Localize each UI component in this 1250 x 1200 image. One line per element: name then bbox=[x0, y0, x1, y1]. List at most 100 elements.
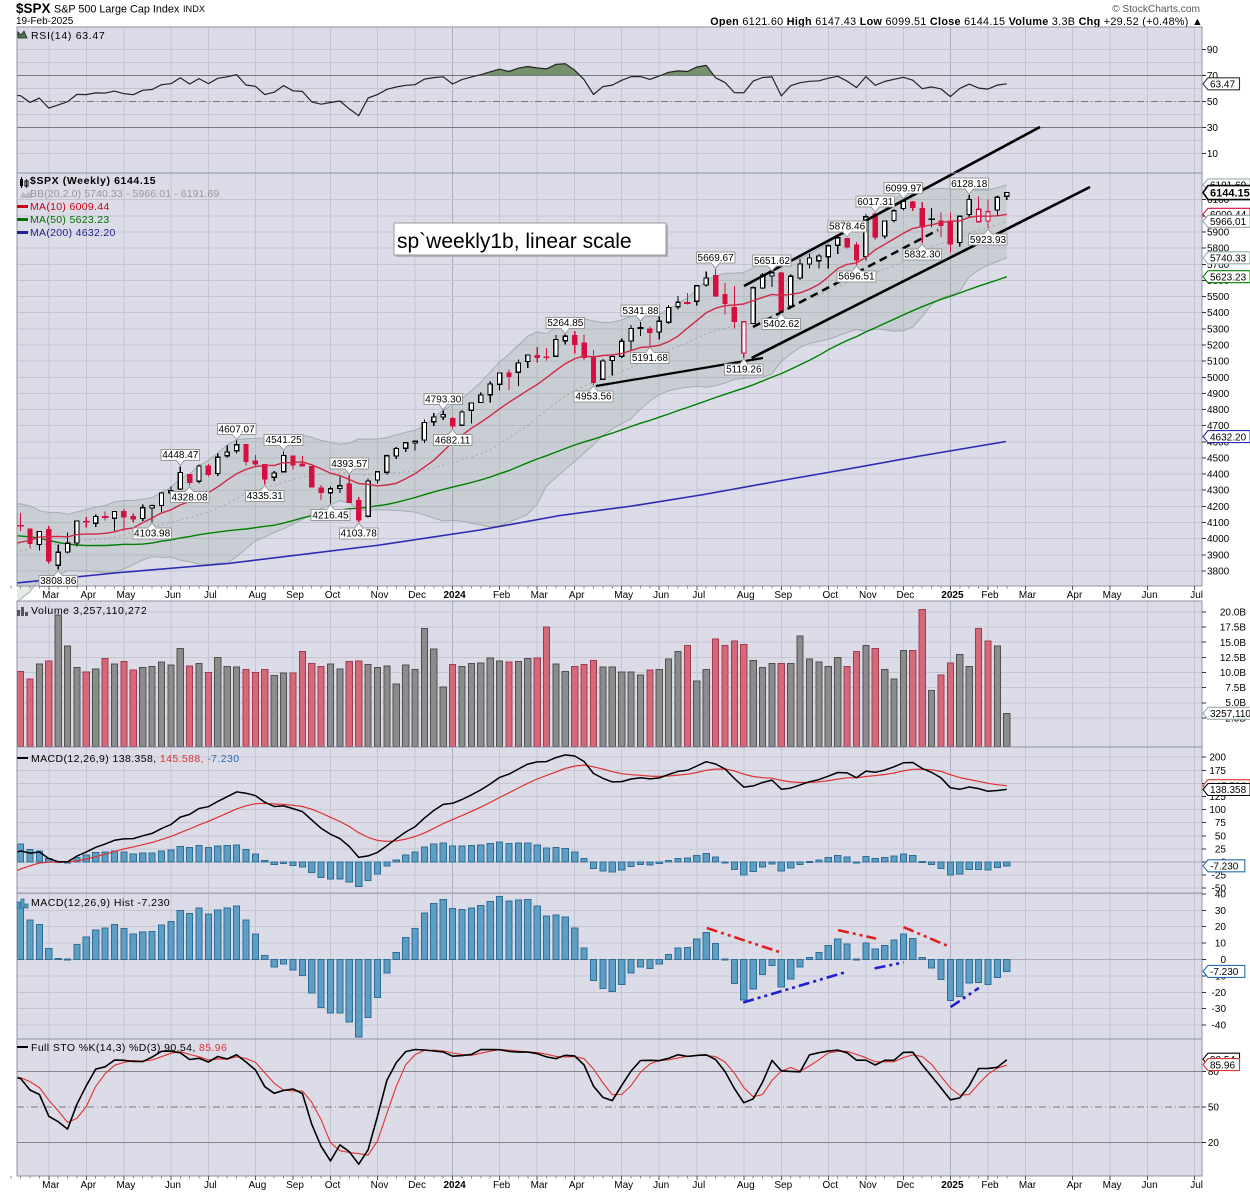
svg-text:Full STO %K(14,3) %D(3) 90.54,: Full STO %K(14,3) %D(3) 90.54, 85.96 bbox=[31, 1042, 227, 1054]
svg-text:6099.97: 6099.97 bbox=[885, 183, 922, 194]
svg-text:75: 75 bbox=[1215, 818, 1227, 829]
svg-text:200: 200 bbox=[1209, 753, 1226, 764]
svg-text:Feb: Feb bbox=[493, 590, 511, 601]
svg-text:4000: 4000 bbox=[1207, 534, 1230, 545]
svg-text:6144.15: 6144.15 bbox=[1210, 187, 1250, 199]
svg-text:Nov: Nov bbox=[859, 590, 877, 601]
svg-text:5878.46: 5878.46 bbox=[829, 222, 866, 233]
svg-text:50: 50 bbox=[1208, 1103, 1220, 1114]
svg-text:Jul: Jul bbox=[1190, 1180, 1203, 1191]
svg-text:5740.33: 5740.33 bbox=[1210, 254, 1247, 265]
svg-text:MA(50) 5623.23: MA(50) 5623.23 bbox=[30, 214, 110, 226]
svg-text:4200: 4200 bbox=[1207, 502, 1230, 513]
svg-text:Dec: Dec bbox=[408, 1180, 426, 1191]
svg-text:5923.93: 5923.93 bbox=[970, 235, 1007, 246]
svg-text:5623.23: 5623.23 bbox=[1210, 272, 1247, 283]
svg-text:2024: 2024 bbox=[443, 590, 466, 601]
svg-text:30: 30 bbox=[1215, 906, 1227, 917]
svg-text:4400: 4400 bbox=[1207, 470, 1230, 481]
svg-text:Jun: Jun bbox=[1142, 1180, 1158, 1191]
svg-text:Mar: Mar bbox=[1019, 1180, 1037, 1191]
svg-text:4607.07: 4607.07 bbox=[219, 424, 256, 435]
svg-text:4793.30: 4793.30 bbox=[425, 394, 462, 405]
svg-text:2025: 2025 bbox=[941, 590, 964, 601]
svg-text:25: 25 bbox=[1215, 844, 1227, 855]
svg-text:Feb: Feb bbox=[981, 590, 999, 601]
svg-text:15.0B: 15.0B bbox=[1220, 638, 1246, 649]
svg-text:5500: 5500 bbox=[1207, 292, 1230, 303]
svg-text:$SPX (Weekly) 6144.15: $SPX (Weekly) 6144.15 bbox=[30, 175, 156, 187]
svg-text:4103.78: 4103.78 bbox=[341, 529, 378, 540]
svg-text:10.0B: 10.0B bbox=[1220, 668, 1246, 679]
svg-text:5300: 5300 bbox=[1207, 324, 1230, 335]
svg-text:May: May bbox=[614, 590, 633, 601]
svg-text:6100: 6100 bbox=[1207, 195, 1230, 206]
svg-text:20: 20 bbox=[1208, 1138, 1220, 1149]
svg-text:Mar: Mar bbox=[531, 590, 549, 601]
svg-text:Apr: Apr bbox=[1067, 590, 1083, 601]
svg-text:5000: 5000 bbox=[1207, 373, 1230, 384]
svg-text:85.96: 85.96 bbox=[1210, 1060, 1235, 1071]
svg-text:Aug: Aug bbox=[249, 590, 267, 601]
svg-text:May: May bbox=[116, 1180, 135, 1191]
svg-text:-20: -20 bbox=[1212, 988, 1227, 999]
svg-text:5.0B: 5.0B bbox=[1225, 698, 1246, 709]
svg-text:50: 50 bbox=[1215, 831, 1227, 842]
svg-text:MA(10) 6009.44: MA(10) 6009.44 bbox=[30, 201, 110, 213]
svg-text:Mar: Mar bbox=[1019, 590, 1037, 601]
svg-text:4541.25: 4541.25 bbox=[266, 435, 303, 446]
svg-text:6128.18: 6128.18 bbox=[951, 179, 988, 190]
svg-text:Mar: Mar bbox=[42, 1180, 60, 1191]
svg-text:May: May bbox=[1103, 1180, 1122, 1191]
svg-text:Oct: Oct bbox=[823, 590, 839, 601]
svg-text:Dec: Dec bbox=[408, 590, 426, 601]
svg-text:5800: 5800 bbox=[1207, 244, 1230, 255]
svg-text:20.0B: 20.0B bbox=[1220, 608, 1246, 619]
svg-text:4100: 4100 bbox=[1207, 518, 1230, 529]
svg-text:19-Feb-2025: 19-Feb-2025 bbox=[16, 16, 74, 27]
svg-text:Dec: Dec bbox=[897, 1180, 915, 1191]
svg-text:May: May bbox=[1103, 590, 1122, 601]
svg-text:4800: 4800 bbox=[1207, 405, 1230, 416]
svg-text:$SPX: $SPX bbox=[16, 1, 51, 16]
svg-text:4448.47: 4448.47 bbox=[162, 450, 199, 461]
svg-text:20: 20 bbox=[1215, 922, 1227, 933]
svg-text:Jul: Jul bbox=[204, 590, 217, 601]
svg-text:5191.68: 5191.68 bbox=[632, 353, 669, 364]
svg-text:4393.57: 4393.57 bbox=[331, 459, 368, 470]
svg-text:Jul: Jul bbox=[1190, 590, 1203, 601]
svg-text:80: 80 bbox=[1208, 1067, 1220, 1078]
svg-text:4328.08: 4328.08 bbox=[172, 492, 209, 503]
svg-text:INDX: INDX bbox=[183, 4, 205, 14]
svg-text:MACD(12,26,9) Hist -7.230: MACD(12,26,9) Hist -7.230 bbox=[31, 897, 170, 909]
svg-text:4900: 4900 bbox=[1207, 389, 1230, 400]
svg-text:3800: 3800 bbox=[1207, 566, 1230, 577]
svg-text:5400: 5400 bbox=[1207, 308, 1230, 319]
svg-text:90: 90 bbox=[1207, 45, 1219, 56]
svg-text:4103.98: 4103.98 bbox=[134, 529, 171, 540]
svg-text:Feb: Feb bbox=[981, 1180, 999, 1191]
svg-text:6017.31: 6017.31 bbox=[857, 197, 894, 208]
svg-text:Oct: Oct bbox=[325, 1180, 341, 1191]
svg-text:4682.11: 4682.11 bbox=[435, 435, 471, 446]
svg-text:70: 70 bbox=[1207, 71, 1219, 82]
svg-text:5700: 5700 bbox=[1207, 260, 1230, 271]
svg-text:50: 50 bbox=[1207, 97, 1219, 108]
svg-text:100: 100 bbox=[1209, 805, 1226, 816]
svg-text:-25: -25 bbox=[1212, 871, 1227, 882]
svg-text:Apr: Apr bbox=[81, 590, 97, 601]
svg-text:4632.20: 4632.20 bbox=[1210, 432, 1247, 443]
svg-text:Jun: Jun bbox=[653, 590, 669, 601]
svg-text:Jul: Jul bbox=[692, 590, 705, 601]
svg-text:5264.85: 5264.85 bbox=[547, 318, 584, 329]
svg-text:-40: -40 bbox=[1212, 1021, 1227, 1032]
svg-text:4335.31: 4335.31 bbox=[247, 491, 284, 502]
svg-text:5696.51: 5696.51 bbox=[838, 272, 875, 283]
svg-text:Mar: Mar bbox=[531, 1180, 549, 1191]
svg-text:2024: 2024 bbox=[443, 1180, 466, 1191]
svg-text:Oct: Oct bbox=[823, 1180, 839, 1191]
svg-text:138.358: 138.358 bbox=[1210, 785, 1247, 796]
svg-text:May: May bbox=[116, 590, 135, 601]
svg-text:RSI(14) 63.47: RSI(14) 63.47 bbox=[31, 30, 105, 42]
svg-text:5832.30: 5832.30 bbox=[904, 250, 941, 261]
